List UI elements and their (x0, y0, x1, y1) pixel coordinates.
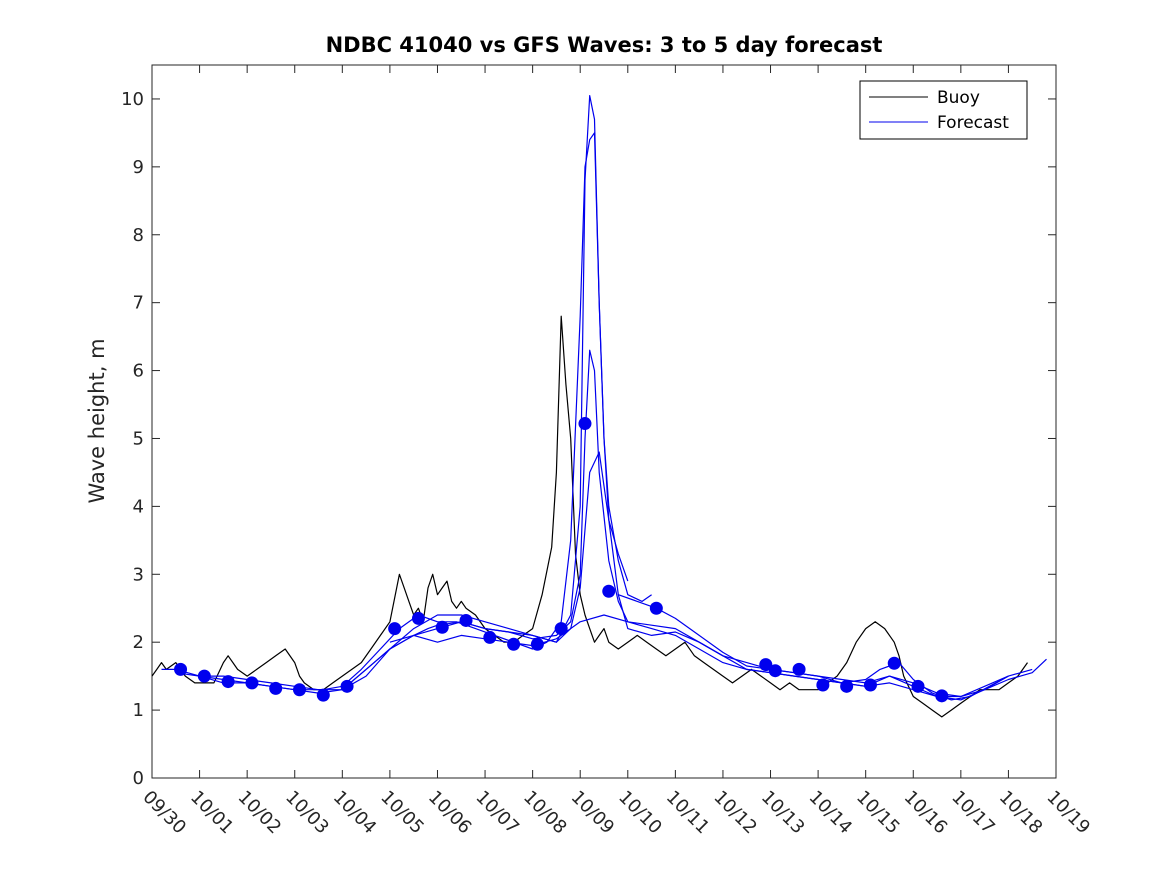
forecast-marker (340, 679, 354, 693)
y-tick-label: 1 (133, 700, 144, 721)
y-tick-label: 9 (133, 157, 144, 178)
x-tick-label: 10/01 (186, 787, 238, 839)
x-tick-label: 10/12 (709, 787, 761, 839)
forecast-marker (759, 658, 773, 672)
x-tick-label: 10/16 (900, 787, 952, 839)
forecast-marker (840, 679, 854, 693)
y-tick-label: 10 (121, 89, 144, 110)
x-tick-label: 10/17 (947, 787, 999, 839)
y-tick-label: 3 (133, 564, 144, 585)
forecast-marker (530, 637, 544, 651)
forecast-marker (245, 676, 259, 690)
x-tick-label: 10/14 (805, 787, 857, 839)
x-tick-label: 10/03 (281, 787, 333, 839)
forecast-marker (602, 584, 616, 598)
series-line-buoy (151, 315, 1028, 718)
axes-box (151, 64, 1057, 779)
legend-box (859, 80, 1028, 140)
forecast-marker (792, 662, 806, 676)
plot-area: 09/3010/0110/0210/0310/0410/0510/0610/07… (121, 64, 1094, 839)
x-tick-label: 10/06 (424, 787, 476, 839)
forecast-marker (411, 611, 425, 625)
forecast-marker (578, 417, 592, 431)
legend: Buoy Forecast (859, 80, 1028, 140)
y-tick-label: 5 (133, 428, 144, 449)
forecast-marker (768, 664, 782, 678)
forecast-marker (483, 630, 497, 644)
y-tick-label: 6 (133, 361, 144, 382)
x-tick-label: 10/07 (472, 787, 524, 839)
forecast-marker (197, 669, 211, 683)
x-tick-label: 10/11 (662, 787, 714, 839)
forecast-marker (269, 681, 283, 695)
y-tick-label: 7 (133, 293, 144, 314)
forecast-marker (174, 662, 188, 676)
x-tick-label: 10/18 (995, 787, 1047, 839)
legend-buoy-label: Buoy (937, 88, 980, 108)
forecast-marker (435, 620, 449, 634)
x-tick-label: 10/10 (614, 787, 666, 839)
x-tick-label: 10/19 (1042, 787, 1094, 839)
x-tick-label: 10/09 (567, 787, 619, 839)
series-line-forecast-2 (199, 94, 652, 691)
forecast-marker (292, 683, 306, 697)
series-line-forecast-6 (618, 594, 1009, 701)
marker-layer (174, 417, 949, 703)
forecast-marker (911, 679, 925, 693)
forecast-marker (887, 656, 901, 670)
y-axis-label: Wave height, m (85, 338, 109, 503)
forecast-marker (816, 678, 830, 692)
y-tick-label: 8 (133, 225, 144, 246)
x-tick-label: 10/02 (234, 787, 286, 839)
forecast-marker (863, 678, 877, 692)
forecast-marker (935, 689, 949, 703)
y-tick-label: 0 (133, 768, 144, 789)
forecast-marker (459, 613, 473, 627)
forecast-marker (388, 622, 402, 636)
forecast-marker (554, 622, 568, 636)
chart-title: NDBC 41040 vs GFS Waves: 3 to 5 day fore… (326, 33, 883, 57)
y-tick-label: 2 (133, 632, 144, 653)
forecast-marker (221, 675, 235, 689)
x-tick-label: 10/05 (376, 787, 428, 839)
forecast-marker (507, 637, 521, 651)
x-tick-label: 10/04 (329, 787, 381, 839)
x-tick-label: 10/13 (757, 787, 809, 839)
x-tick-label: 10/15 (852, 787, 904, 839)
x-tick-label: 10/08 (519, 787, 571, 839)
legend-forecast-label: Forecast (937, 113, 1009, 133)
forecast-marker (649, 601, 663, 615)
y-tick-label: 4 (133, 496, 144, 517)
x-tick-label: 09/30 (138, 787, 190, 839)
forecast-marker (316, 688, 330, 702)
